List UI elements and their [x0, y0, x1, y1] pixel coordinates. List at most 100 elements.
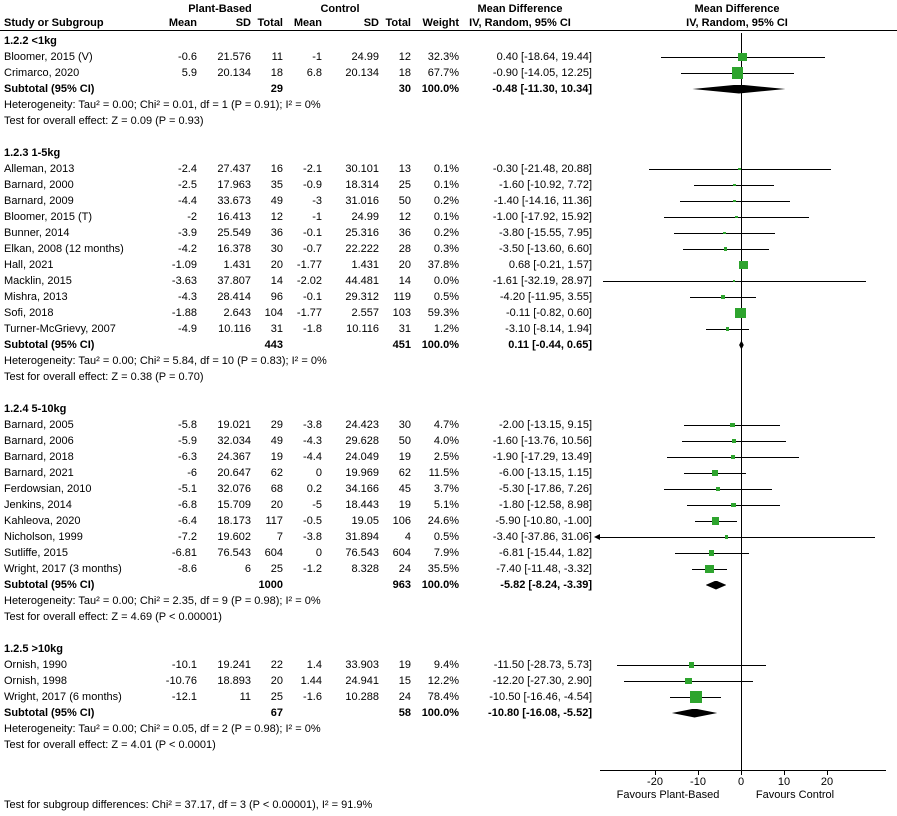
control-subtotal: 963 — [392, 579, 411, 591]
ci-text: -5.90 [-10.80, -1.00] — [495, 515, 592, 527]
subtotal-row: Subtotal (95% CI) 29 30 100.0% -0.48 [-11.30… — [0, 81, 897, 97]
control-sd: 24.941 — [345, 675, 379, 687]
control-total: 119 — [393, 291, 411, 303]
plant-mean: -4.4 — [178, 195, 197, 207]
subtotal-ci-text: -0.48 [-11.30, 10.34] — [492, 83, 592, 95]
study-name: Macklin, 2015 — [4, 275, 72, 287]
effect-square — [712, 469, 719, 477]
control-mean: -3 — [312, 195, 322, 207]
control-total: 4 — [404, 531, 411, 543]
ci-text: -2.00 [-13.15, 9.15] — [499, 419, 592, 431]
ci-text: -3.10 [-8.14, 1.94] — [505, 323, 592, 335]
control-mean: -0.5 — [303, 515, 322, 527]
plant-total: 11 — [271, 51, 283, 63]
control-total: 103 — [392, 307, 411, 319]
effect-square — [721, 295, 725, 299]
spacer-row — [0, 129, 897, 145]
overall-effect-row: Test for overall effect: Z = 4.69 (P < 0… — [0, 609, 897, 625]
study-weight: 0.1% — [433, 163, 459, 175]
control-subtotal: 58 — [398, 707, 411, 719]
subtotal-weight: 100.0% — [421, 707, 459, 719]
ci-text: -0.30 [-21.48, 20.88] — [492, 163, 592, 175]
plant-sd: 21.576 — [217, 51, 251, 63]
ci-text: -6.81 [-15.44, 1.82] — [499, 547, 592, 559]
plant-sd: 28.414 — [217, 291, 251, 303]
ci-text: -1.60 [-13.76, 10.56] — [492, 435, 592, 447]
subgroup-title-row: 1.2.4 5-10kg — [0, 401, 897, 417]
plant-sd-column-header: SD — [235, 17, 251, 29]
effect-square — [715, 486, 721, 492]
control-sd: 18.443 — [345, 499, 379, 511]
overall-effect-text: Test for overall effect: Z = 0.38 (P = 0… — [4, 371, 204, 383]
control-total: 19 — [398, 659, 411, 671]
control-sd: 44.481 — [345, 275, 379, 287]
control-mean: -3.8 — [303, 419, 322, 431]
subtotal-row: Subtotal (95% CI) 67 58 100.0% -10.80 [-16.0… — [0, 705, 897, 721]
study-name: Bloomer, 2015 (T) — [4, 211, 93, 223]
effect-square — [738, 167, 742, 171]
favours-right-label: Favours Control — [755, 789, 835, 801]
control-total: 28 — [398, 243, 411, 255]
study-name: Ornish, 1990 — [4, 659, 67, 671]
control-total: 12 — [398, 211, 411, 223]
study-row: Barnard, 2018 -6.3 24.367 19 -4.4 24.049 19 2.5… — [0, 449, 897, 465]
plant-total: 22 — [270, 659, 283, 671]
subgroup-title: 1.2.5 >10kg — [4, 643, 64, 655]
study-row: Barnard, 2000 -2.5 17.963 35 -0.9 18.314 25 0.1… — [0, 177, 897, 193]
study-name: Bloomer, 2015 (V) — [4, 51, 93, 63]
control-mean: -2.1 — [303, 163, 322, 175]
plant-total: 12 — [270, 211, 283, 223]
study-name: Crimarco, 2020 — [4, 67, 80, 79]
subgroup-title-row: 1.2.5 >10kg — [0, 641, 897, 657]
study-row: Bunner, 2014 -3.9 25.549 36 -0.1 25.316 36 0.2%… — [0, 225, 897, 241]
effect-square — [725, 327, 730, 331]
study-row: Ornish, 1998 -10.76 18.893 20 1.44 24.941 15 12… — [0, 673, 897, 689]
study-name: Jenkins, 2014 — [4, 499, 72, 511]
study-name: Mishra, 2013 — [4, 291, 68, 303]
axis-tick-label: 20 — [820, 776, 834, 788]
control-sd: 8.328 — [351, 563, 379, 575]
plant-sd: 15.709 — [217, 499, 251, 511]
study-weight: 0.1% — [433, 211, 459, 223]
method-column-header: IV, Random, 95% CI — [469, 17, 571, 29]
plant-mean: -6.3 — [178, 451, 197, 463]
plant-mean-column-header: Mean — [168, 17, 197, 29]
favours-left-label: Favours Plant-Based — [616, 789, 720, 801]
study-row: Kahleova, 2020 -6.4 18.173 117 -0.5 19.05 106 2… — [0, 513, 897, 529]
control-sd: 25.316 — [345, 227, 379, 239]
control-total: 50 — [398, 195, 411, 207]
ci-text: 0.68 [-0.21, 1.57] — [508, 259, 592, 271]
subgroup-title: 1.2.4 5-10kg — [4, 403, 67, 415]
plant-sd: 20.647 — [217, 467, 251, 479]
control-sd: 19.05 — [351, 515, 379, 527]
ci-text: -1.80 [-12.58, 8.98] — [499, 499, 592, 511]
plant-sd: 25.549 — [217, 227, 251, 239]
plant-total: 30 — [270, 243, 283, 255]
study-column-header: Study or Subgroup — [4, 17, 104, 29]
control-total: 12 — [398, 51, 411, 63]
control-mean: -2.02 — [296, 275, 322, 287]
control-sd: 18.314 — [345, 179, 379, 191]
control-sd: 10.288 — [345, 691, 379, 703]
ci-text: -10.50 [-16.46, -4.54] — [489, 691, 592, 703]
subtotal-row: Subtotal (95% CI) 443 451 100.0% 0.11 [-0.44… — [0, 337, 897, 353]
plant-sd: 76.543 — [217, 547, 251, 559]
plant-total: 31 — [270, 323, 283, 335]
plant-sd: 37.807 — [217, 275, 251, 287]
weight-column-header: Weight — [422, 17, 459, 29]
subtotal-label: Subtotal (95% CI) — [4, 339, 95, 351]
study-name: Hall, 2021 — [4, 259, 54, 271]
study-weight: 2.5% — [433, 451, 459, 463]
study-weight: 7.9% — [433, 547, 459, 559]
ci-text: -6.00 [-13.15, 1.15] — [499, 467, 592, 479]
control-sd: 22.222 — [345, 243, 379, 255]
control-total: 20 — [398, 259, 411, 271]
plant-sd: 18.893 — [217, 675, 251, 687]
study-weight: 0.2% — [433, 227, 459, 239]
study-row: Barnard, 2005 -5.8 19.021 29 -3.8 24.423 30 4.7… — [0, 417, 897, 433]
study-weight: 78.4% — [427, 691, 459, 703]
control-mean: -4.4 — [303, 451, 322, 463]
plant-mean: -5.1 — [178, 483, 197, 495]
subtotal-diamond — [739, 340, 744, 350]
effect-square — [685, 677, 692, 685]
